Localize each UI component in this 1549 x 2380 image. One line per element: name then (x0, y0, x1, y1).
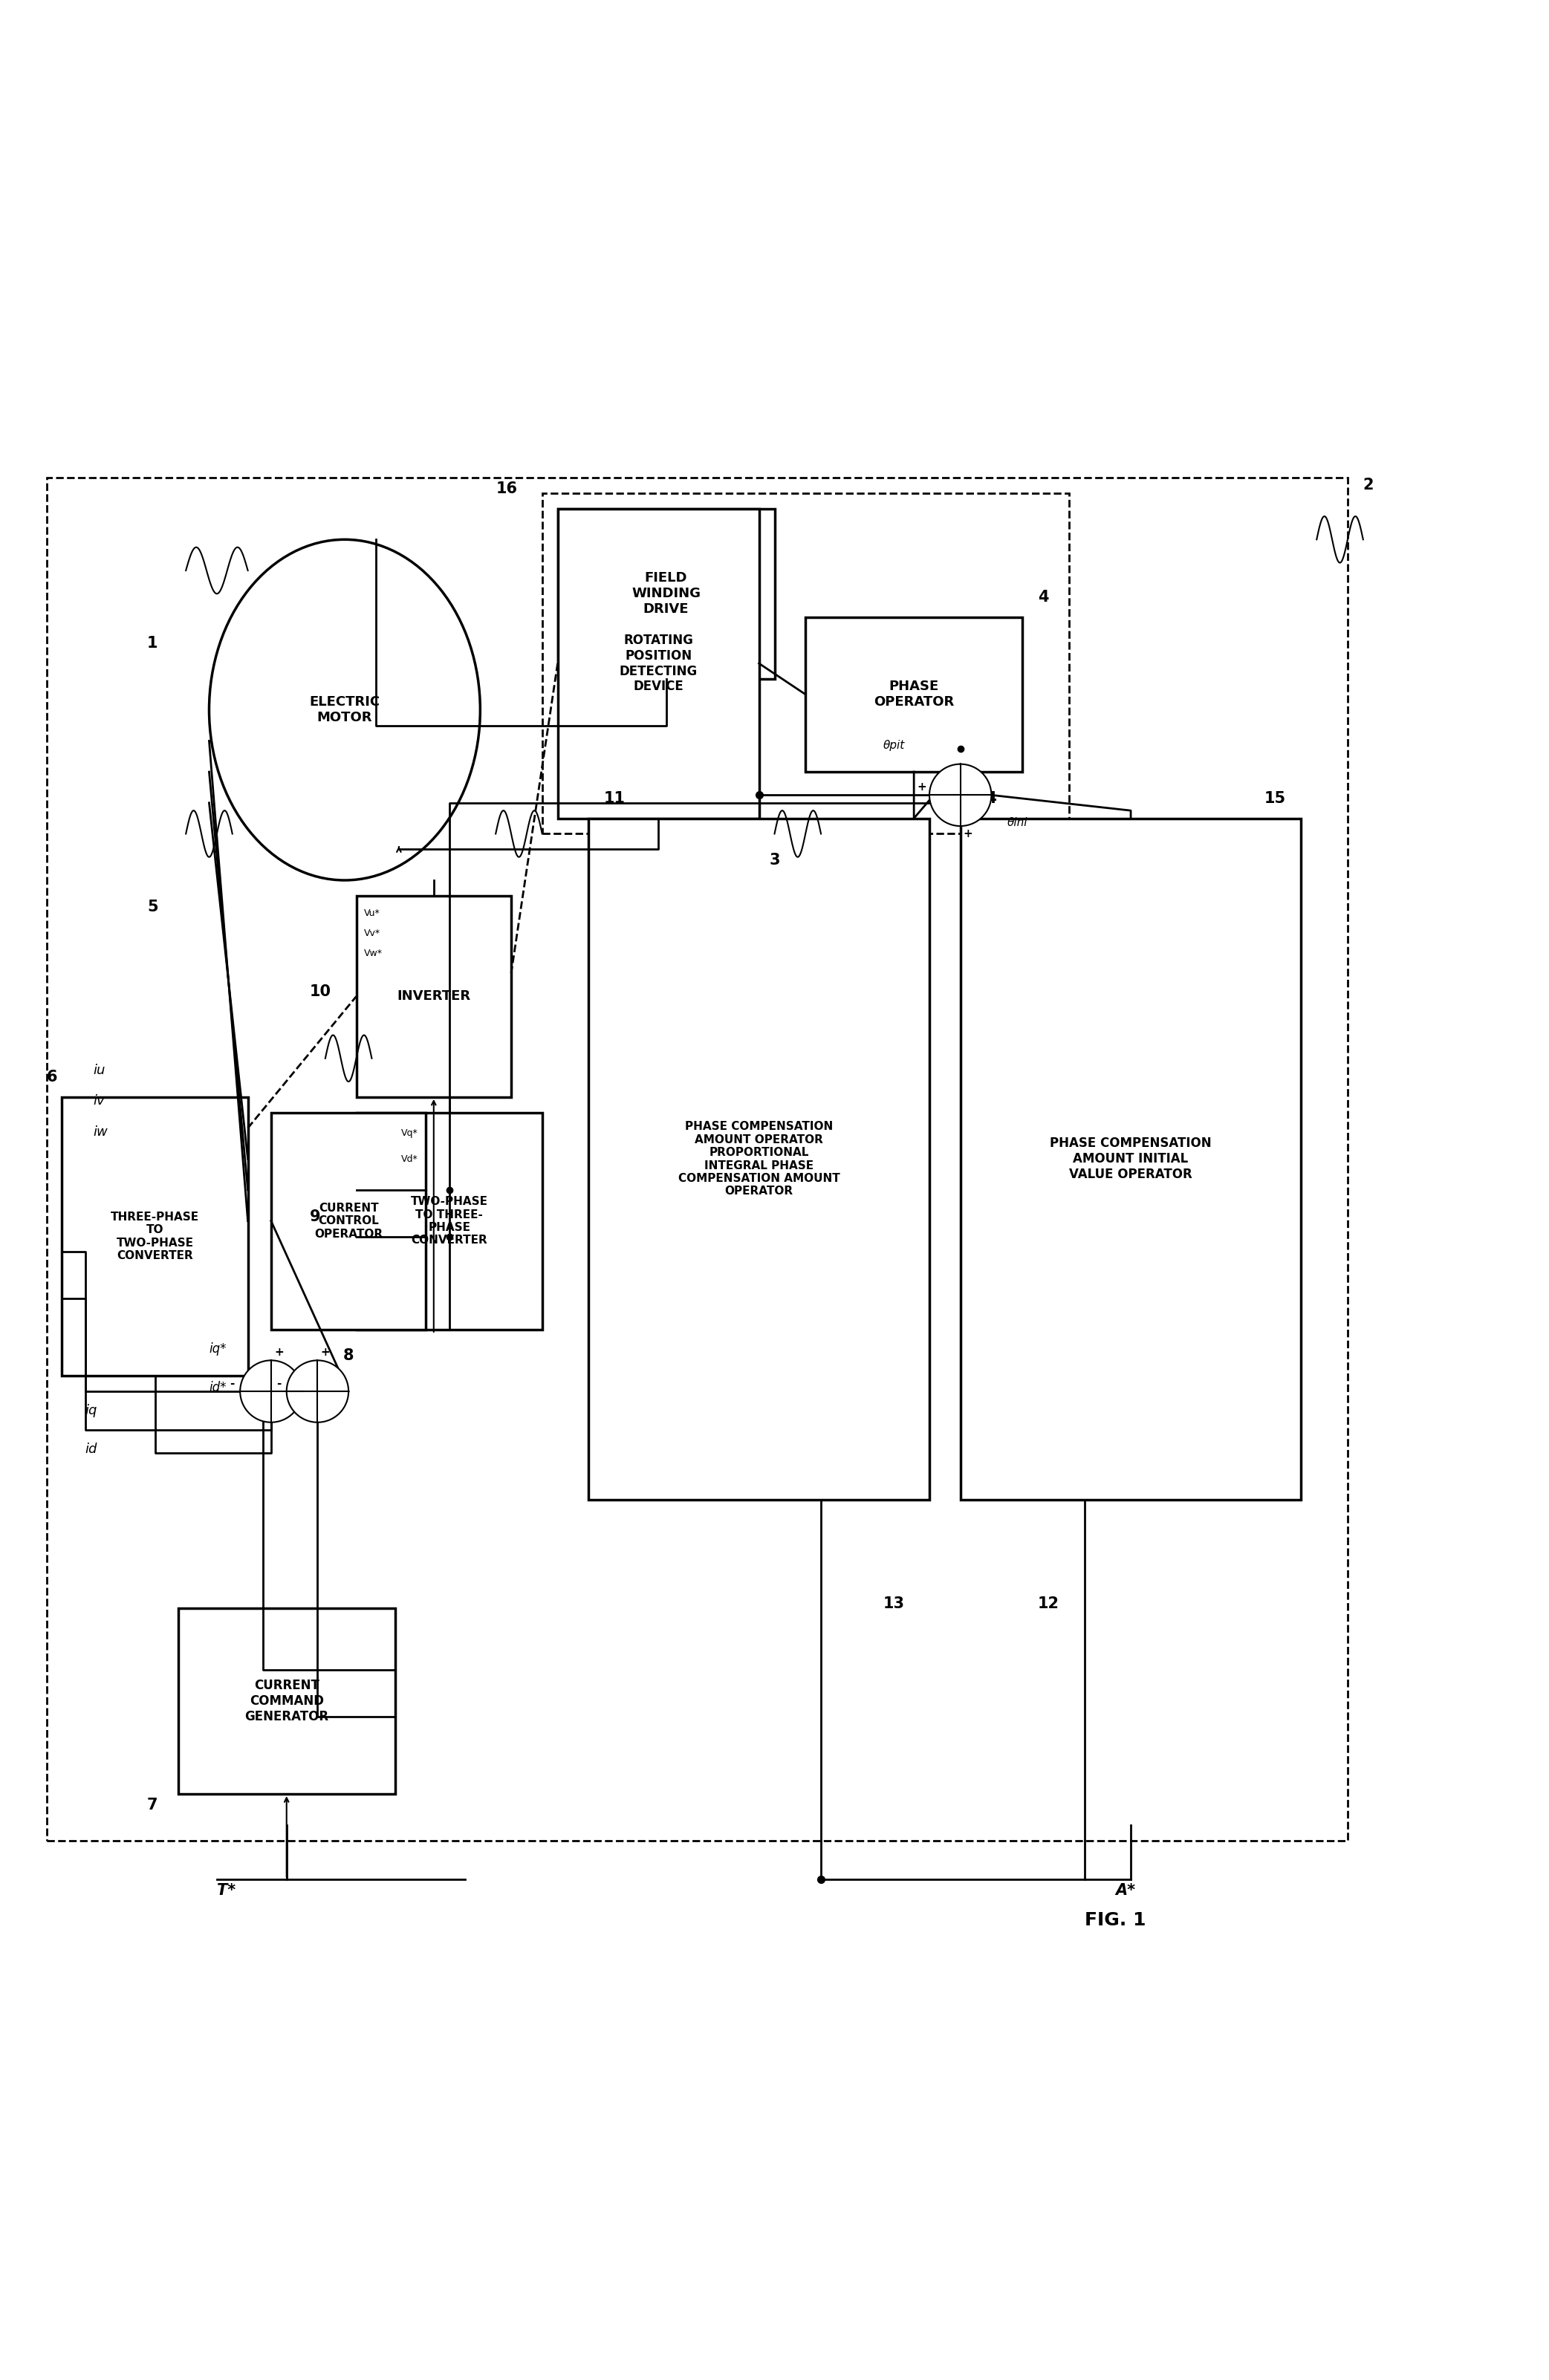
Text: +: + (321, 1347, 330, 1359)
Text: +: + (274, 1347, 283, 1359)
Text: CURRENT
COMMAND
GENERATOR: CURRENT COMMAND GENERATOR (245, 1678, 328, 1723)
Text: INVERTER: INVERTER (397, 990, 471, 1002)
Text: θini: θini (1007, 816, 1027, 828)
Text: +: + (963, 828, 973, 840)
Text: 12: 12 (1038, 1597, 1060, 1611)
Text: TWO-PHASE
TO THREE-
PHASE
CONVERTER: TWO-PHASE TO THREE- PHASE CONVERTER (410, 1197, 488, 1247)
Text: ROTATING
POSITION
DETECTING
DEVICE: ROTATING POSITION DETECTING DEVICE (620, 633, 697, 693)
Text: 11: 11 (604, 790, 626, 807)
Text: Vq*: Vq* (401, 1128, 418, 1138)
Text: PHASE COMPENSATION
AMOUNT OPERATOR
PROPORTIONAL
INTEGRAL PHASE
COMPENSATION AMOU: PHASE COMPENSATION AMOUNT OPERATOR PROPO… (678, 1121, 840, 1197)
Text: ELECTRIC
MOTOR: ELECTRIC MOTOR (310, 695, 380, 724)
Text: FIELD
WINDING
DRIVE: FIELD WINDING DRIVE (632, 571, 700, 616)
Text: 13: 13 (883, 1597, 905, 1611)
Text: 7: 7 (147, 1797, 158, 1814)
Text: 9: 9 (310, 1209, 321, 1223)
Text: id: id (85, 1442, 98, 1457)
Text: -: - (276, 1378, 282, 1390)
Text: θpit: θpit (883, 740, 905, 750)
Circle shape (287, 1361, 349, 1423)
Text: CURRENT
CONTROL
OPERATOR: CURRENT CONTROL OPERATOR (314, 1202, 383, 1240)
FancyBboxPatch shape (62, 1097, 248, 1376)
Circle shape (240, 1361, 302, 1423)
Text: PHASE
OPERATOR: PHASE OPERATOR (874, 681, 954, 709)
Text: Vv*: Vv* (364, 928, 381, 938)
Text: FIG. 1: FIG. 1 (1084, 1911, 1146, 1930)
Text: 15: 15 (1264, 790, 1286, 807)
Text: 8: 8 (344, 1349, 353, 1364)
Text: iq: iq (85, 1404, 98, 1418)
Text: -: - (229, 1378, 235, 1390)
FancyBboxPatch shape (542, 493, 1069, 833)
Text: iu: iu (93, 1064, 105, 1076)
Text: 2: 2 (1363, 478, 1374, 493)
Text: 5: 5 (147, 900, 158, 914)
Text: 4: 4 (1038, 590, 1049, 605)
FancyBboxPatch shape (356, 895, 511, 1097)
Circle shape (929, 764, 991, 826)
Text: iv: iv (93, 1095, 104, 1107)
Text: Vw*: Vw* (364, 950, 383, 959)
Text: 16: 16 (496, 481, 517, 495)
Text: iq*: iq* (209, 1342, 226, 1357)
Text: 1: 1 (147, 635, 158, 650)
Text: Vd*: Vd* (401, 1154, 418, 1164)
FancyBboxPatch shape (558, 509, 774, 678)
FancyBboxPatch shape (271, 1111, 426, 1330)
Text: 10: 10 (310, 985, 331, 1000)
FancyBboxPatch shape (46, 478, 1348, 1840)
Text: T*: T* (217, 1883, 235, 1897)
FancyBboxPatch shape (805, 616, 1022, 771)
Text: +: + (917, 781, 926, 793)
FancyBboxPatch shape (589, 819, 929, 1499)
Text: 6: 6 (46, 1069, 57, 1085)
Text: iw: iw (93, 1126, 107, 1138)
FancyBboxPatch shape (960, 819, 1301, 1499)
FancyBboxPatch shape (178, 1609, 395, 1795)
Text: 3: 3 (770, 852, 779, 869)
Ellipse shape (209, 540, 480, 881)
Text: 14: 14 (976, 790, 998, 807)
FancyBboxPatch shape (558, 509, 759, 819)
Text: A*: A* (1115, 1883, 1135, 1897)
Text: THREE-PHASE
TO
TWO-PHASE
CONVERTER: THREE-PHASE TO TWO-PHASE CONVERTER (110, 1211, 200, 1261)
FancyBboxPatch shape (356, 1111, 542, 1330)
Text: id*: id* (209, 1380, 226, 1395)
Text: Vu*: Vu* (364, 909, 380, 919)
Text: PHASE COMPENSATION
AMOUNT INITIAL
VALUE OPERATOR: PHASE COMPENSATION AMOUNT INITIAL VALUE … (1050, 1138, 1211, 1180)
